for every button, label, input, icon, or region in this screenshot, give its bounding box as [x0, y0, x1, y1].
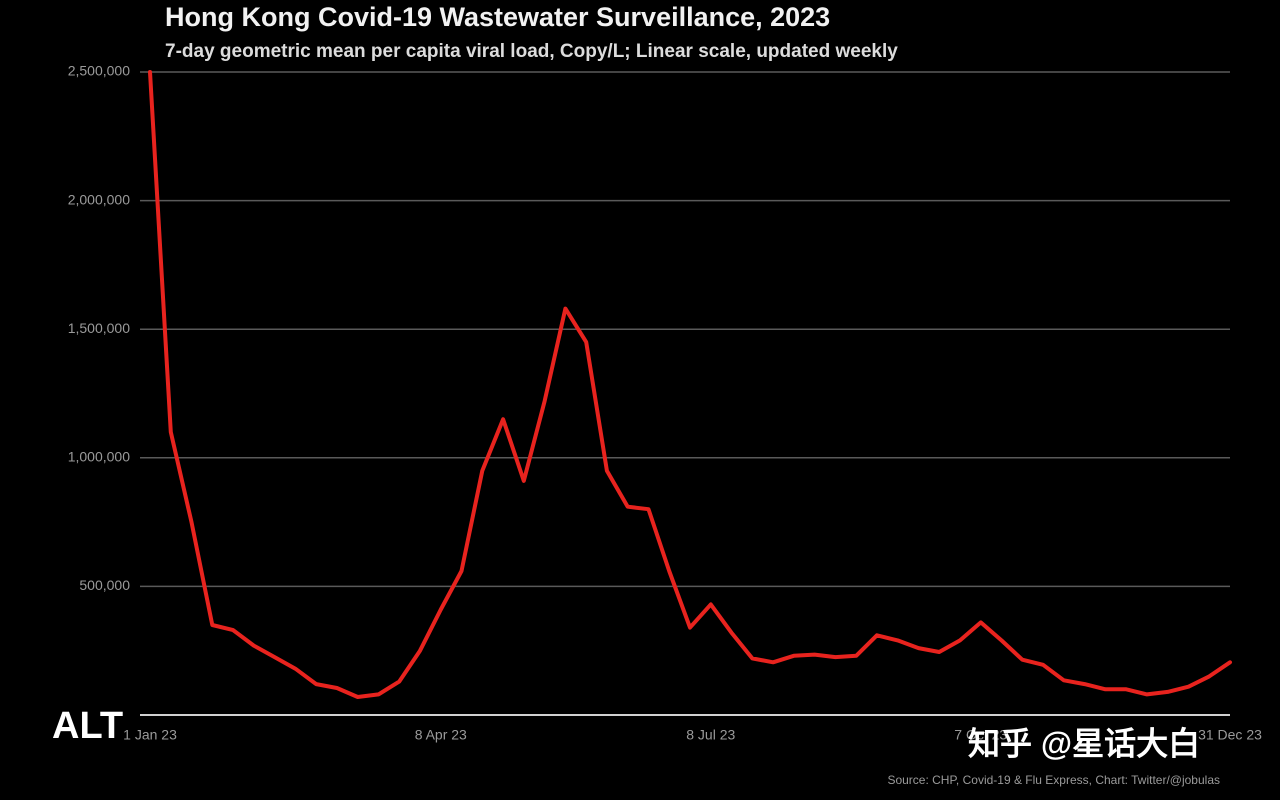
y-tick-label: 2,500,000 — [68, 63, 130, 79]
y-tick-label: 2,000,000 — [68, 191, 130, 207]
chart-subtitle: 7-day geometric mean per capita viral lo… — [165, 41, 898, 62]
line-series — [148, 70, 1232, 699]
y-tick-label: 1,000,000 — [68, 449, 130, 465]
x-tick-label: 31 Dec 23 — [1198, 727, 1262, 743]
chart-title: Hong Kong Covid-19 Wastewater Surveillan… — [165, 2, 830, 32]
source: Source: CHP, Covid-19 & Flu Express, Cha… — [887, 773, 1220, 787]
y-tick-label: 1,500,000 — [68, 320, 130, 336]
watermark: 知乎 @星话大白 — [968, 725, 1200, 761]
watermark: ALT — [52, 705, 123, 747]
x-tick-label: 8 Apr 23 — [415, 727, 467, 743]
x-tick-label: 7 Oct 23 — [954, 727, 1007, 743]
x-tick-label: 8 Jul 23 — [686, 727, 735, 743]
y-tick-label: 500,000 — [79, 577, 130, 593]
x-tick-label: 1 Jan 23 — [123, 727, 177, 743]
